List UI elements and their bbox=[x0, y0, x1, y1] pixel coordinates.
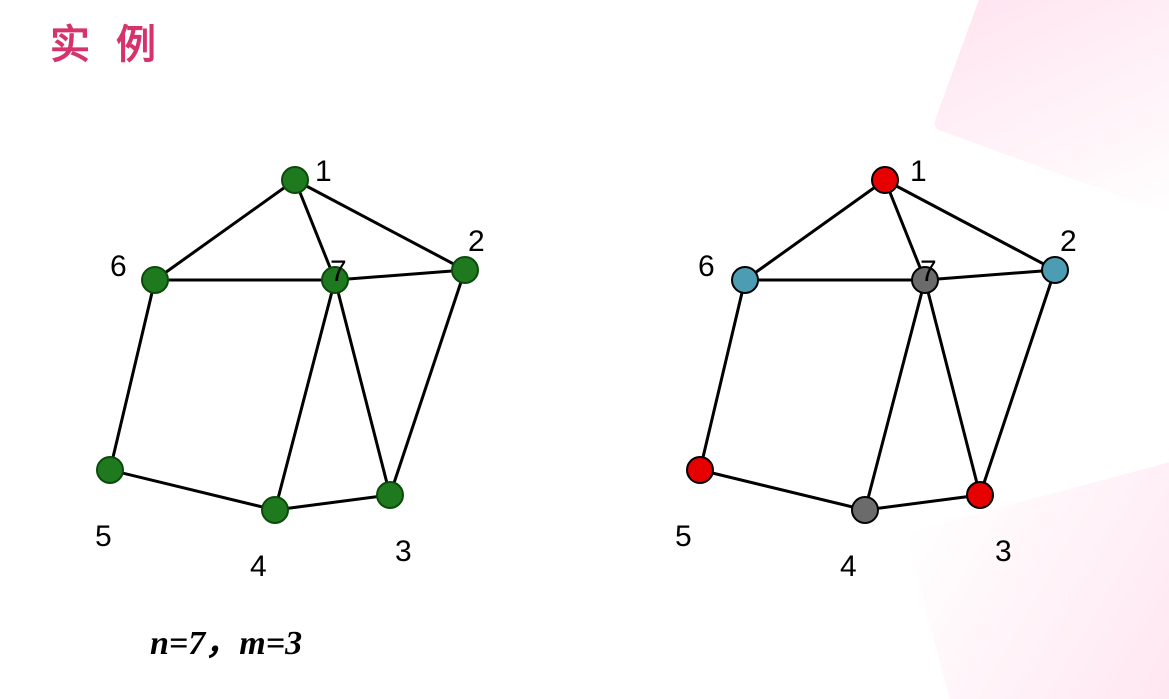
graph-edge bbox=[700, 470, 865, 510]
graph-edge bbox=[980, 270, 1055, 495]
graph-edge bbox=[865, 280, 925, 510]
graph-node-4 bbox=[262, 497, 288, 523]
graph-edge bbox=[335, 270, 465, 280]
graph-edge bbox=[745, 180, 885, 280]
graph-edge bbox=[110, 280, 155, 470]
graph-node-label-3: 3 bbox=[395, 535, 412, 569]
graph-edge bbox=[885, 180, 925, 280]
graph-edge bbox=[390, 270, 465, 495]
graph-node-label-6: 6 bbox=[110, 250, 127, 284]
graph-node-1 bbox=[282, 167, 308, 193]
graph-node-2 bbox=[1042, 257, 1068, 283]
graph-node-label-2: 2 bbox=[468, 225, 485, 259]
parameters-caption: n=7，m=3 bbox=[150, 615, 302, 664]
graph-left bbox=[50, 140, 520, 570]
graph-node-6 bbox=[142, 267, 168, 293]
graph-edge bbox=[335, 280, 390, 495]
graph-edge bbox=[700, 280, 745, 470]
graph-node-label-6: 6 bbox=[698, 250, 715, 284]
graph-edge bbox=[275, 280, 335, 510]
graph-edge bbox=[925, 270, 1055, 280]
graph-node-2 bbox=[452, 257, 478, 283]
graph-node-label-5: 5 bbox=[675, 520, 692, 554]
graph-node-6 bbox=[732, 267, 758, 293]
graph-node-label-7: 7 bbox=[920, 255, 937, 289]
graph-edge bbox=[865, 495, 980, 510]
graph-node-label-5: 5 bbox=[95, 520, 112, 554]
graph-node-label-4: 4 bbox=[840, 550, 857, 584]
graph-edge bbox=[885, 180, 1055, 270]
graph-right bbox=[640, 140, 1110, 570]
graph-edge bbox=[295, 180, 335, 280]
graph-node-1 bbox=[872, 167, 898, 193]
graph-node-label-1: 1 bbox=[910, 155, 927, 189]
graph-edge bbox=[110, 470, 275, 510]
graph-node-5 bbox=[97, 457, 123, 483]
graph-edge bbox=[275, 495, 390, 510]
page-title: 实 例 bbox=[50, 12, 164, 70]
graph-node-label-3: 3 bbox=[995, 535, 1012, 569]
graph-node-label-2: 2 bbox=[1060, 225, 1077, 259]
graph-node-label-4: 4 bbox=[250, 550, 267, 584]
graph-edge bbox=[925, 280, 980, 495]
graph-node-label-1: 1 bbox=[315, 155, 332, 189]
graph-node-3 bbox=[967, 482, 993, 508]
graph-edge bbox=[295, 180, 465, 270]
graph-node-3 bbox=[377, 482, 403, 508]
graph-node-5 bbox=[687, 457, 713, 483]
graph-node-label-7: 7 bbox=[330, 255, 347, 289]
graph-edge bbox=[155, 180, 295, 280]
graph-node-4 bbox=[852, 497, 878, 523]
